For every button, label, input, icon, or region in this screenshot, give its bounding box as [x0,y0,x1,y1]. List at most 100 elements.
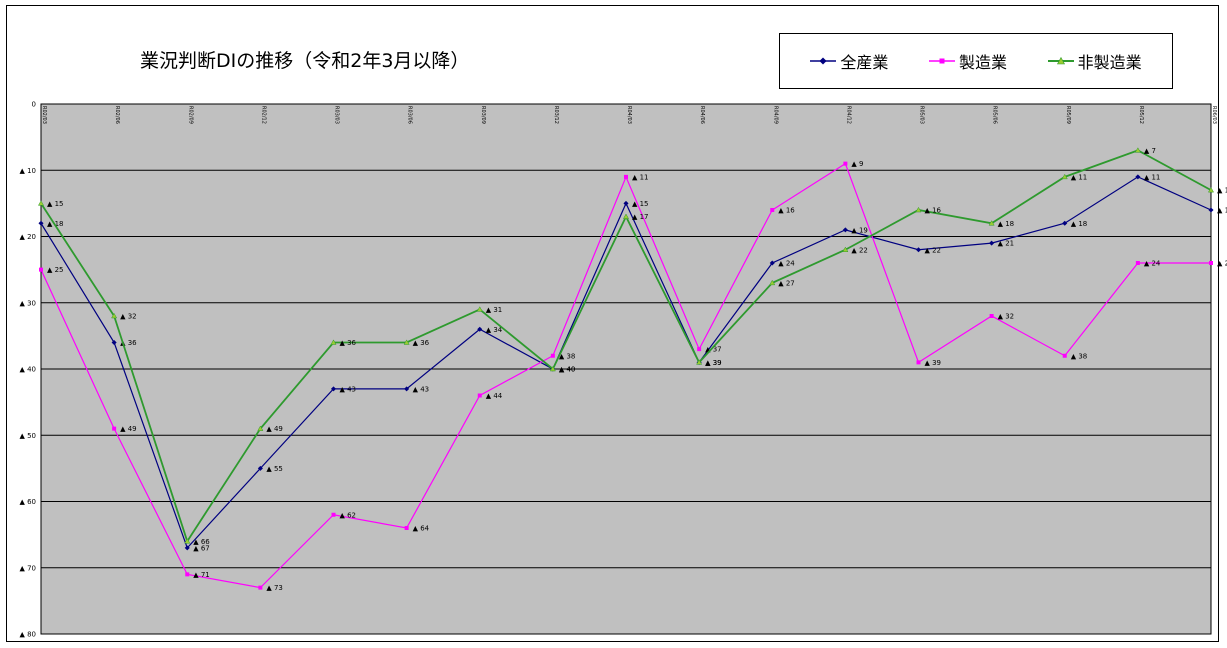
data-label: ▲ 39 [705,359,722,367]
y-tick-label: ▲ 80 [19,631,36,639]
legend-entry-non-manufacturing: 非製造業 [1047,49,1142,73]
data-point [915,206,922,213]
y-tick-label: ▲ 50 [19,432,36,440]
data-label: ▲ 34 [486,326,503,334]
data-label: ▲ 11 [1144,173,1161,181]
data-label: ▲ 22 [925,246,942,254]
legend-label-all-industry: 全産業 [840,53,889,72]
data-point [1134,147,1141,153]
data-point [477,326,483,332]
data-point [404,526,409,530]
data-label: ▲ 39 [925,359,942,367]
data-label: ▲ 38 [1071,352,1088,360]
data-point [1209,261,1213,265]
data-label: ▲ 7 [1144,147,1156,155]
data-label: ▲ 21 [998,240,1015,248]
data-label: ▲ 66 [193,538,210,546]
data-label: ▲ 11 [1071,173,1088,181]
data-point [842,246,849,252]
data-label: ▲ 32 [998,313,1015,321]
x-tick-label: R03/06 [407,106,413,124]
data-label: ▲ 11 [632,173,649,181]
data-point [624,174,628,179]
data-label: ▲ 71 [193,571,210,579]
x-tick-label: R02/12 [260,106,266,124]
data-label: ▲ 44 [486,392,503,400]
data-label: ▲ 38 [559,352,576,360]
x-tick-label: R02/09 [187,106,193,124]
data-point [403,339,410,345]
data-label: ▲ 73 [266,584,283,592]
x-tick-label: R05/03 [919,106,925,124]
data-point [769,260,775,266]
legend-label-manufacturing: 製造業 [958,53,1007,72]
y-tick-label: 0 [32,101,36,109]
x-tick-label: R04/09 [772,106,778,124]
data-point [549,365,556,372]
data-point [330,386,337,392]
data-label: ▲ 43 [413,385,430,393]
x-tick-label: R03/03 [334,106,340,124]
data-label: ▲ 15 [632,200,649,208]
data-label: ▲ 40 [559,366,576,374]
data-point [1061,173,1068,180]
data-point [1062,220,1068,226]
data-label: ▲ 18 [1071,220,1088,228]
y-tick-label: ▲ 10 [19,167,36,175]
data-point [622,213,630,219]
data-point [916,360,921,365]
data-label: ▲ 24 [1217,260,1227,268]
data-point [404,386,410,392]
data-point [1207,187,1215,193]
data-label: ▲ 49 [266,425,283,433]
legend-entry-manufacturing: 製造業 [928,49,1007,73]
legend-swatch-all-industry [810,57,837,65]
data-point [185,572,190,577]
data-point [330,339,337,345]
data-label: ▲ 24 [778,260,795,268]
data-label: ▲ 13 [1217,187,1227,195]
x-tick-label: R05/06 [992,106,998,124]
data-point [769,279,776,286]
data-label: ▲ 37 [705,346,722,354]
data-point [989,314,994,318]
y-tick-label: ▲ 60 [19,498,36,506]
data-point [257,465,263,471]
data-point [184,538,191,544]
data-label: ▲ 16 [1217,207,1227,215]
data-point [1208,207,1214,213]
data-label: ▲ 62 [340,511,357,519]
x-tick-label: R02/03 [41,106,47,124]
data-label: ▲ 24 [1144,260,1161,268]
data-label: ▲ 15 [47,200,64,208]
x-tick-label: R06/03 [1211,106,1217,124]
data-label: ▲ 43 [340,385,357,393]
data-label: ▲ 40 [559,366,576,374]
data-label: ▲ 36 [120,339,137,347]
x-tick-label: R02/06 [114,106,120,124]
data-label: ▲ 67 [193,544,210,552]
data-label: ▲ 39 [705,359,722,367]
data-label: ▲ 16 [925,207,942,215]
legend-label-non-manufacturing: 非製造業 [1077,53,1142,72]
data-label: ▲ 16 [778,207,795,215]
data-label: ▲ 9 [851,160,863,168]
data-label: ▲ 19 [851,226,868,234]
x-tick-label: R04/12 [845,106,851,124]
y-tick-label: ▲ 20 [19,233,36,241]
data-point [697,347,702,352]
legend-entry-all-industry: 全産業 [810,49,888,73]
data-point [258,585,263,590]
data-label: ▲ 36 [340,339,357,347]
data-point [1062,353,1067,358]
data-point [331,512,336,517]
data-point [112,426,117,431]
data-label: ▲ 22 [851,246,868,254]
chart-title: 業況判断DIの推移（令和2年3月以降） [140,50,470,72]
data-label: ▲ 36 [413,339,430,347]
data-point [111,312,118,319]
data-point [1135,261,1140,265]
y-tick-label: ▲ 40 [19,366,36,374]
data-label: ▲ 64 [413,525,430,533]
